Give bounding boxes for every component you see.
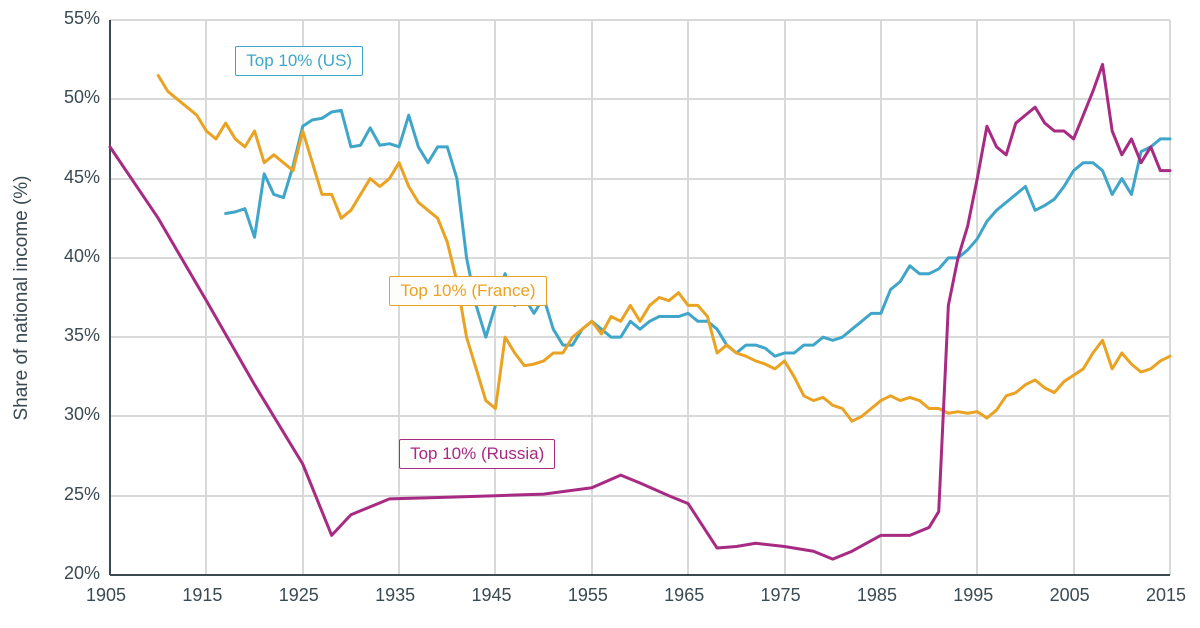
y-tick-label: 35% [52, 325, 100, 346]
y-tick-label: 20% [52, 563, 100, 584]
x-tick-label: 2015 [1146, 585, 1186, 606]
x-tick-label: 1965 [664, 585, 704, 606]
y-tick-label: 40% [52, 246, 100, 267]
series-line-france [158, 76, 1170, 422]
series-label-russia: Top 10% (Russia) [399, 439, 555, 469]
series-lines [110, 20, 1170, 575]
x-tick-label: 1905 [86, 585, 126, 606]
x-tick-label: 1975 [761, 585, 801, 606]
x-tick-label: 1955 [568, 585, 608, 606]
series-line-russia [110, 64, 1170, 559]
y-axis-title: Share of national income (%) [11, 175, 33, 420]
x-tick-label: 1925 [279, 585, 319, 606]
series-line-us [226, 110, 1170, 356]
x-tick-label: 1945 [471, 585, 511, 606]
x-tick-label: 1915 [182, 585, 222, 606]
y-tick-label: 45% [52, 167, 100, 188]
y-tick-label: 30% [52, 404, 100, 425]
y-tick-label: 50% [52, 87, 100, 108]
x-tick-label: 1995 [953, 585, 993, 606]
x-tick-label: 1935 [375, 585, 415, 606]
y-tick-label: 55% [52, 8, 100, 29]
x-tick-label: 2005 [1050, 585, 1090, 606]
series-label-france: Top 10% (France) [389, 276, 546, 306]
income-share-chart: 20% 25% 30% 35% 40% 45% 50% 55% 1905 1915 1925 1935… [0, 0, 1200, 628]
x-tick-label: 1985 [857, 585, 897, 606]
series-label-us: Top 10% (US) [235, 46, 363, 76]
y-tick-label: 25% [52, 484, 100, 505]
